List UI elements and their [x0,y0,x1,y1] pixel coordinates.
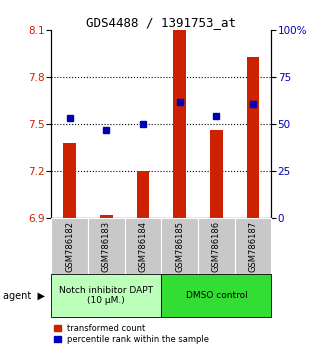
Text: DMSO control: DMSO control [185,291,247,300]
Bar [137,171,149,218]
Bar [51,274,161,317]
Bar [247,57,260,218]
Bar [210,130,223,218]
Text: agent  ▶: agent ▶ [3,291,45,301]
Text: GSM786187: GSM786187 [249,221,258,272]
Text: GSM786185: GSM786185 [175,221,184,272]
Bar [161,274,271,317]
Legend: transformed count, percentile rank within the sample: transformed count, percentile rank withi… [54,324,209,344]
Bar [88,218,125,274]
Text: GSM786184: GSM786184 [138,221,148,272]
Text: GSM786182: GSM786182 [65,221,74,272]
Bar [198,218,235,274]
Bar [51,218,88,274]
Bar [63,143,76,218]
Title: GDS4488 / 1391753_at: GDS4488 / 1391753_at [86,16,236,29]
Text: GSM786186: GSM786186 [212,221,221,272]
Text: GSM786183: GSM786183 [102,221,111,272]
Bar [235,218,271,274]
Bar [161,218,198,274]
Bar [100,215,113,218]
Text: Notch inhibitor DAPT
(10 μM.): Notch inhibitor DAPT (10 μM.) [59,286,153,305]
Bar [173,30,186,218]
Bar [125,218,161,274]
